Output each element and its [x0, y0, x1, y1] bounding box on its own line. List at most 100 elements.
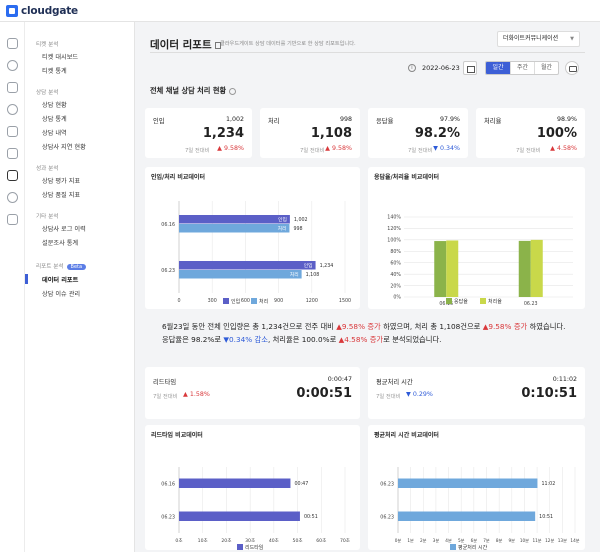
- info-icon[interactable]: i: [408, 64, 416, 72]
- x-tick-label: 900: [274, 298, 283, 304]
- chart-card-avg-time: 평균처리 시간 비교데이터 0분 1분 2분 3분 4분 5분 6분 7분 8분 9분 10분 11분…: [368, 425, 585, 550]
- kpi-value: 0:00:51: [296, 386, 352, 401]
- legend-label: 응답율: [454, 298, 468, 305]
- x-tick-label: 1500: [339, 298, 351, 304]
- menu-item-ticket-stats[interactable]: 티켓 통계: [42, 68, 67, 75]
- menu-item-issue-manage[interactable]: 상담 이슈 관리: [42, 291, 81, 298]
- menu-item-agent-delay[interactable]: 상담사 지연 현황: [42, 144, 86, 151]
- menu-item-consult-status[interactable]: 상담 현황: [42, 102, 67, 109]
- brand-logo[interactable]: cloudgate: [6, 4, 78, 18]
- legend-swatch: [223, 298, 229, 304]
- x-tick-label: 3분: [433, 538, 440, 543]
- menu-item-consult-history[interactable]: 상담 내역: [42, 130, 67, 137]
- kpi-name: 리드타임: [153, 379, 177, 386]
- chart-title: 인입/처리 비교데이터: [151, 174, 205, 181]
- summary-part: 하였습니다. 응답율은 98.2%로: [162, 322, 566, 344]
- x-tick-label: 8분: [496, 538, 503, 543]
- page-title-text: 데이터 리포트: [150, 39, 212, 51]
- x-tick-label: 0: [177, 298, 180, 304]
- kpi-change: ▲ 9.58%: [325, 145, 352, 152]
- kpi-change-value: 4.58%: [556, 145, 577, 152]
- message-icon[interactable]: [7, 82, 18, 93]
- menu-item-ticket-dashboard[interactable]: 티켓 대시보드: [42, 54, 79, 61]
- kpi-prev-value: 0:00:47: [327, 376, 352, 383]
- send-icon[interactable]: [7, 148, 18, 159]
- menu-item-eval-index[interactable]: 상담 평가 지표: [42, 178, 81, 185]
- sidebar-menu: 티켓 분석 티켓 대시보드 티켓 통계 상담 분석 상담 현황 상담 통계 상담…: [25, 22, 135, 552]
- y-tick-label: 06.23: [161, 515, 175, 521]
- kpi-value: 100%: [536, 126, 577, 141]
- y-tick-label: 06.16: [161, 222, 175, 228]
- y-tick-label: 20%: [390, 283, 401, 289]
- menu-item-data-report[interactable]: 데이터 리포트: [42, 277, 79, 284]
- menu-section-report-label: 리포트 분석: [36, 264, 64, 270]
- x-tick-label: 1200: [306, 298, 318, 304]
- x-tick-label: 10초: [198, 538, 208, 544]
- summary-part: , 처리율은 100.0%로: [267, 335, 339, 344]
- y-tick-label: 40%: [390, 272, 401, 278]
- home-icon[interactable]: [7, 38, 18, 49]
- org-select[interactable]: 더화이트커뮤니케이션 ▼: [497, 31, 580, 47]
- gear-icon[interactable]: [7, 192, 18, 203]
- data-label: 1,234: [320, 263, 334, 269]
- calendar-button[interactable]: [463, 61, 477, 75]
- chart-title: 평균처리 시간 비교데이터: [374, 432, 439, 439]
- kpi-change: ▼ 0.29%: [406, 391, 433, 398]
- kpi-change-value: 0.29%: [412, 391, 433, 398]
- y-tick-label: 140%: [387, 215, 401, 221]
- menu-section-report: 리포트 분석 Beta: [36, 262, 87, 270]
- x-tick-label: 40초: [269, 538, 279, 544]
- phone-icon[interactable]: [7, 104, 18, 115]
- tab-weekly[interactable]: 주간: [510, 62, 534, 74]
- x-tick-label: 70초: [340, 538, 350, 544]
- grid-icon[interactable]: [7, 214, 18, 225]
- period-tabs: 일간 주간 월간: [485, 61, 559, 75]
- print-button[interactable]: [565, 61, 579, 75]
- info-icon[interactable]: [229, 87, 237, 95]
- legend-label: 처리: [259, 298, 268, 305]
- x-tick-label: 20초: [221, 538, 231, 544]
- y-tick-label: 06.23: [380, 482, 394, 488]
- kpi-change: ▲ 4.58%: [550, 145, 577, 152]
- x-tick-label: 13분: [558, 538, 567, 543]
- menu-item-quality-index[interactable]: 상담 품질 지표: [42, 192, 81, 199]
- menu-item-agent-log[interactable]: 상담사 로그 이력: [42, 226, 86, 233]
- tab-daily[interactable]: 일간: [486, 62, 510, 74]
- chat-icon[interactable]: [7, 60, 18, 71]
- y-tick-label: 100%: [387, 238, 401, 244]
- kpi-value: 0:10:51: [521, 386, 577, 401]
- legend-label: 평균처리 시간: [458, 544, 488, 550]
- x-tick-label: 30초: [245, 538, 255, 544]
- chart-card-inflow-processed: 인입/처리 비교데이터 0 300 600 900 1200 1500 06.16 인입 1,0…: [145, 167, 360, 309]
- bar: [179, 270, 302, 279]
- data-label: 10:51: [539, 514, 553, 520]
- menu-item-survey-stats[interactable]: 설문조사 통계: [42, 240, 79, 247]
- kpi-name: 처리: [268, 118, 280, 125]
- beta-badge: Beta: [66, 264, 87, 270]
- bar: [446, 240, 459, 297]
- x-tick-label: 6분: [471, 538, 478, 543]
- data-label: 998: [293, 226, 302, 232]
- menu-section-performance: 성과 분석: [36, 166, 59, 172]
- x-tick-label: 60초: [316, 538, 326, 544]
- tab-monthly[interactable]: 월간: [534, 62, 558, 74]
- brand-name: cloudgate: [21, 5, 78, 17]
- x-tick-label: 0분: [395, 538, 402, 543]
- bar: [179, 261, 316, 270]
- ticket-icon[interactable]: [7, 126, 18, 137]
- y-tick-label: 06.16: [161, 482, 175, 488]
- kpi-change-value: 0.34%: [439, 145, 460, 152]
- legend-label: 인입: [231, 298, 240, 305]
- menu-item-consult-stats[interactable]: 상담 통계: [42, 116, 67, 123]
- bar: [398, 478, 538, 488]
- kpi-card-avg-time: 평균처리 시간 0:11:02 0:10:51 7일 전대비 ▼ 0.29%: [368, 367, 585, 419]
- kpi-compare-label: 7일 전대비: [408, 148, 433, 154]
- x-tick-label: 300: [208, 298, 217, 304]
- legend-label: 처리율: [488, 298, 502, 305]
- analytics-icon[interactable]: [7, 170, 18, 181]
- kpi-card-response-rate: 응답율 97.9% 98.2% 7일 전대비 ▼ 0.34%: [368, 108, 468, 158]
- document-icon: [215, 41, 222, 49]
- kpi-change: ▲ 9.58%: [217, 145, 244, 152]
- legend-swatch: [237, 544, 243, 550]
